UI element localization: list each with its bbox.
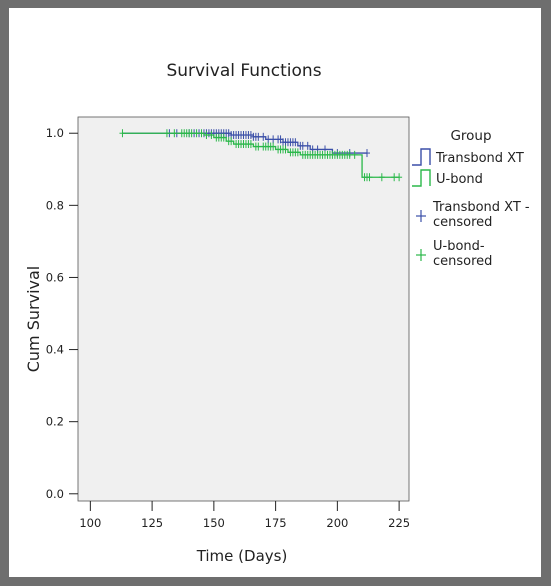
x-tick-label: 175 [265, 516, 287, 530]
censor-mark-transbond-xt [364, 149, 371, 158]
x-tick-label: 150 [203, 516, 225, 530]
censor-mark-u-bond [270, 142, 277, 151]
legend-item: U-bond [412, 169, 483, 187]
legend-label-line: U-bond- [433, 239, 485, 254]
x-tick-label: 200 [326, 516, 348, 530]
chart-title: Survival Functions [166, 61, 321, 81]
y-tick-label: 0.0 [46, 487, 64, 501]
censor-mark-transbond-xt [292, 138, 299, 147]
censor-mark-u-bond [351, 150, 358, 159]
censor-mark-u-bond [378, 173, 385, 182]
y-axis-label: Cum Survival [24, 266, 43, 373]
legend-item: Transbond XT [412, 148, 524, 166]
survival-chart: Survival Functions Time (Days) Cum Survi… [24, 61, 530, 565]
legend-swatch-step [412, 148, 431, 166]
censor-mark-u-bond [294, 148, 301, 157]
legend-label-line: Transbond XT - [432, 200, 530, 215]
legend-swatch-cross [416, 249, 426, 261]
series-layer [119, 129, 403, 182]
x-axis-label: Time (Days) [196, 547, 288, 565]
legend-label: U-bond-censored [433, 239, 492, 269]
legend-swatch-cross [416, 210, 426, 222]
censor-mark-transbond-xt [304, 141, 311, 150]
censor-mark-u-bond [366, 173, 373, 182]
y-tick-label: 0.6 [46, 270, 64, 284]
y-tick-label: 0.8 [46, 198, 64, 212]
censor-mark-u-bond [228, 137, 235, 146]
censor-mark-u-bond [396, 173, 403, 182]
y-tick-label: 0.2 [46, 415, 64, 429]
x-tick-label: 100 [79, 516, 101, 530]
legend-label-line: censored [433, 215, 492, 230]
legend-label: U-bond [436, 172, 483, 187]
y-tick-label: 1.0 [46, 126, 64, 140]
x-tick-label: 225 [388, 516, 410, 530]
censor-mark-u-bond [198, 129, 205, 138]
legend-label: Transbond XT -censored [432, 200, 530, 230]
censor-mark-u-bond [282, 145, 289, 154]
legend-item: Transbond XT -censored [416, 200, 530, 230]
censor-mark-transbond-xt [260, 132, 267, 141]
legend-label-line: censored [433, 254, 492, 269]
plot-area [77, 116, 410, 502]
x-tick-label: 125 [141, 516, 163, 530]
censor-mark-u-bond [247, 140, 254, 149]
censor-mark-u-bond [171, 129, 178, 138]
censor-mark-u-bond [220, 133, 227, 142]
legend-label: Transbond XT [435, 151, 524, 166]
censor-mark-u-bond [119, 129, 126, 138]
chart-frame: Survival Functions Time (Days) Cum Survi… [9, 8, 541, 577]
censor-mark-u-bond [208, 131, 215, 140]
legend-title: Group [450, 128, 491, 144]
axes: 100 125 150 175 200 225 0.0 0.2 0.4 0.6 0.8 1.0 [46, 126, 410, 530]
legend-swatch-step [412, 169, 431, 187]
y-tick-label: 0.4 [46, 343, 64, 357]
legend-item: U-bond-censored [416, 239, 492, 269]
censor-mark-u-bond [163, 129, 170, 138]
